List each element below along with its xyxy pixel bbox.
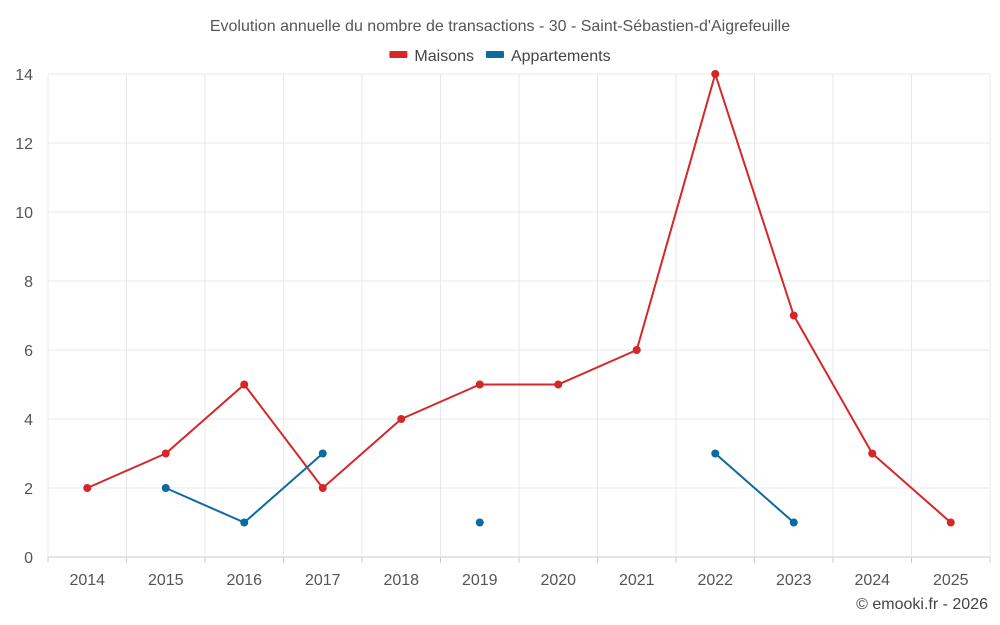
x-tick-label: 2021 <box>619 572 655 589</box>
data-point <box>318 449 327 458</box>
data-point <box>789 311 798 320</box>
grid-lines <box>47 73 991 563</box>
credit-text: © emooki.fr - 2026 <box>856 596 988 613</box>
legend-swatch <box>485 51 504 58</box>
y-tick-label: 10 <box>15 205 33 222</box>
data-point <box>240 518 249 527</box>
series-line-segment <box>635 73 717 351</box>
data-point <box>554 380 563 389</box>
series-line-segment <box>714 73 795 317</box>
x-tick-label: 2016 <box>226 572 262 589</box>
series-line-segment <box>871 452 952 524</box>
y-axis-ticks: 0 2 4 6 8 10 12 14 <box>15 67 33 567</box>
series-line-segment <box>243 383 324 489</box>
data-point <box>711 449 720 458</box>
data-point <box>240 380 249 389</box>
x-tick-label: 2018 <box>383 572 419 589</box>
y-tick-label: 8 <box>24 274 33 291</box>
y-tick-label: 14 <box>15 67 33 84</box>
legend-label: Appartements <box>511 48 611 65</box>
y-tick-label: 0 <box>24 550 33 567</box>
y-tick-label: 4 <box>24 412 33 429</box>
series-line-segment <box>321 418 403 489</box>
series-line-segment <box>164 383 246 455</box>
y-tick-label: 2 <box>24 481 33 498</box>
data-point <box>711 70 720 78</box>
x-tick-label: 2017 <box>305 572 341 589</box>
data-point <box>161 449 170 458</box>
x-tick-label: 2024 <box>854 572 890 589</box>
data-point <box>946 518 955 527</box>
legend-item-maisons: Maisons <box>389 48 474 65</box>
series-line-segment <box>86 452 167 489</box>
series-line-segment <box>714 452 795 524</box>
x-tick-label: 2023 <box>776 572 812 589</box>
legend-swatch <box>389 51 408 58</box>
data-point <box>868 449 877 458</box>
x-tick-label: 2019 <box>462 572 498 589</box>
x-tick-label: 2025 <box>933 572 969 589</box>
legend-label: Maisons <box>414 48 474 65</box>
series-line-segment <box>400 383 481 420</box>
data-point <box>397 415 406 423</box>
series-line-segment <box>164 487 246 524</box>
y-tick-label: 12 <box>15 136 33 153</box>
chart-title: Evolution annuelle du nombre de transact… <box>210 18 790 35</box>
series-line-segment <box>557 349 638 386</box>
series-line-segment <box>792 314 874 455</box>
data-point <box>475 380 484 389</box>
data-point <box>475 518 484 527</box>
x-tick-label: 2015 <box>148 572 184 589</box>
x-axis-ticks: 2014 2015 2016 2017 2018 2019 2020 2021 2022 2023… <box>69 572 968 589</box>
x-tick-label: 2020 <box>540 572 576 589</box>
series-maisons <box>83 70 955 527</box>
data-point <box>632 346 641 354</box>
data-point <box>789 518 798 527</box>
legend-item-appartements: Appartements <box>485 48 611 65</box>
x-tick-label: 2022 <box>697 572 733 589</box>
legend: Maisons Appartements <box>389 48 611 65</box>
series-line-segment <box>243 452 324 524</box>
series-layer <box>83 70 955 527</box>
y-tick-label: 6 <box>24 343 33 360</box>
x-tick-label: 2014 <box>69 572 105 589</box>
data-point <box>83 484 92 492</box>
data-point <box>318 484 327 492</box>
data-point <box>161 484 170 492</box>
series-appartements <box>161 449 798 527</box>
